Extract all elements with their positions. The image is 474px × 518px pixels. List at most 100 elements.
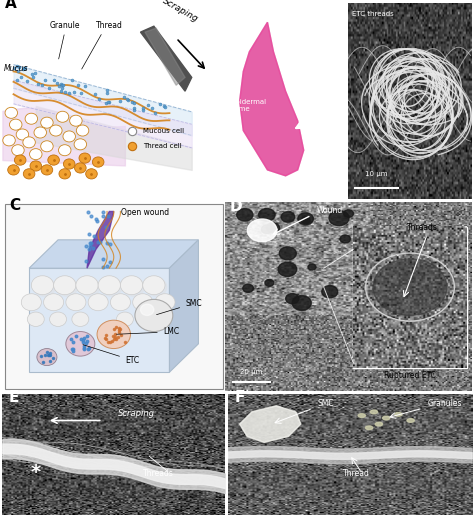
Text: Thread: Thread <box>96 21 123 30</box>
Circle shape <box>247 219 277 242</box>
Circle shape <box>237 209 253 221</box>
Circle shape <box>9 119 22 130</box>
Circle shape <box>266 223 280 233</box>
Circle shape <box>30 161 42 171</box>
Circle shape <box>12 145 24 156</box>
Circle shape <box>155 294 175 311</box>
Text: Scraping: Scraping <box>118 409 155 418</box>
Circle shape <box>292 296 311 310</box>
Text: SMC: SMC <box>156 299 201 314</box>
Circle shape <box>64 159 75 169</box>
Circle shape <box>259 209 275 221</box>
Circle shape <box>139 312 155 326</box>
Text: ETC threads: ETC threads <box>352 11 394 18</box>
Text: Granule: Granule <box>49 21 80 30</box>
Circle shape <box>155 312 171 326</box>
Circle shape <box>79 278 100 296</box>
Circle shape <box>70 115 82 126</box>
Text: E: E <box>9 390 19 405</box>
Circle shape <box>110 294 130 311</box>
Text: 10 μm: 10 μm <box>365 171 387 177</box>
Circle shape <box>370 410 378 414</box>
Text: Epidermal
slime: Epidermal slime <box>231 99 266 112</box>
Circle shape <box>58 145 71 156</box>
Circle shape <box>98 276 120 295</box>
Circle shape <box>97 320 130 349</box>
Text: Open wound: Open wound <box>121 208 169 217</box>
Circle shape <box>14 155 26 165</box>
Text: Mucus: Mucus <box>3 64 28 74</box>
Circle shape <box>56 111 69 122</box>
Circle shape <box>322 285 338 298</box>
Polygon shape <box>240 22 304 176</box>
Polygon shape <box>240 22 304 176</box>
Circle shape <box>265 279 274 286</box>
Text: 1 mm: 1 mm <box>248 171 268 177</box>
Polygon shape <box>29 240 199 268</box>
Circle shape <box>63 131 75 142</box>
Circle shape <box>243 284 254 292</box>
Circle shape <box>56 278 78 296</box>
Circle shape <box>133 294 153 311</box>
Circle shape <box>146 278 167 296</box>
Circle shape <box>31 276 54 295</box>
Circle shape <box>27 312 44 326</box>
Circle shape <box>25 113 37 124</box>
Polygon shape <box>240 406 301 442</box>
Circle shape <box>286 294 299 304</box>
Circle shape <box>37 349 57 366</box>
Circle shape <box>29 149 42 160</box>
Circle shape <box>140 304 154 315</box>
Polygon shape <box>87 211 114 268</box>
Circle shape <box>76 125 89 136</box>
Circle shape <box>41 165 53 175</box>
Polygon shape <box>29 268 169 372</box>
Circle shape <box>74 139 87 150</box>
Circle shape <box>34 278 55 296</box>
Circle shape <box>3 135 15 146</box>
Text: A: A <box>5 0 16 11</box>
Text: Thread: Thread <box>344 469 370 479</box>
Circle shape <box>74 163 86 173</box>
FancyBboxPatch shape <box>353 226 467 368</box>
Polygon shape <box>169 240 199 372</box>
Circle shape <box>279 247 296 260</box>
Polygon shape <box>140 26 191 91</box>
Text: Threads: Threads <box>143 469 174 479</box>
Text: 20 μm: 20 μm <box>240 369 262 375</box>
FancyBboxPatch shape <box>5 204 223 389</box>
Circle shape <box>135 299 173 332</box>
Circle shape <box>281 212 295 222</box>
Circle shape <box>298 213 313 225</box>
Text: ETC: ETC <box>83 344 139 365</box>
Text: SMC: SMC <box>318 399 335 408</box>
Circle shape <box>358 414 365 418</box>
Text: D: D <box>230 199 243 214</box>
Circle shape <box>123 278 145 296</box>
Circle shape <box>373 258 447 315</box>
Circle shape <box>41 117 53 128</box>
Circle shape <box>86 169 97 179</box>
Circle shape <box>16 129 28 140</box>
Text: *: * <box>31 463 41 482</box>
Polygon shape <box>240 406 301 442</box>
Circle shape <box>395 412 402 416</box>
Circle shape <box>143 276 165 295</box>
Circle shape <box>72 312 89 326</box>
Circle shape <box>66 294 86 311</box>
Circle shape <box>41 141 53 152</box>
Circle shape <box>365 426 373 429</box>
Circle shape <box>329 210 349 226</box>
Text: Granules: Granules <box>428 399 462 408</box>
Text: Thread cell: Thread cell <box>143 143 182 149</box>
Circle shape <box>261 225 273 234</box>
Circle shape <box>407 419 414 422</box>
Text: Ruptured ETC: Ruptured ETC <box>384 371 436 380</box>
Circle shape <box>66 332 95 356</box>
Text: Wound: Wound <box>316 206 343 215</box>
Circle shape <box>120 276 143 295</box>
Text: Threads: Threads <box>407 223 438 233</box>
Circle shape <box>301 217 310 224</box>
Circle shape <box>92 157 104 167</box>
Circle shape <box>21 294 41 311</box>
